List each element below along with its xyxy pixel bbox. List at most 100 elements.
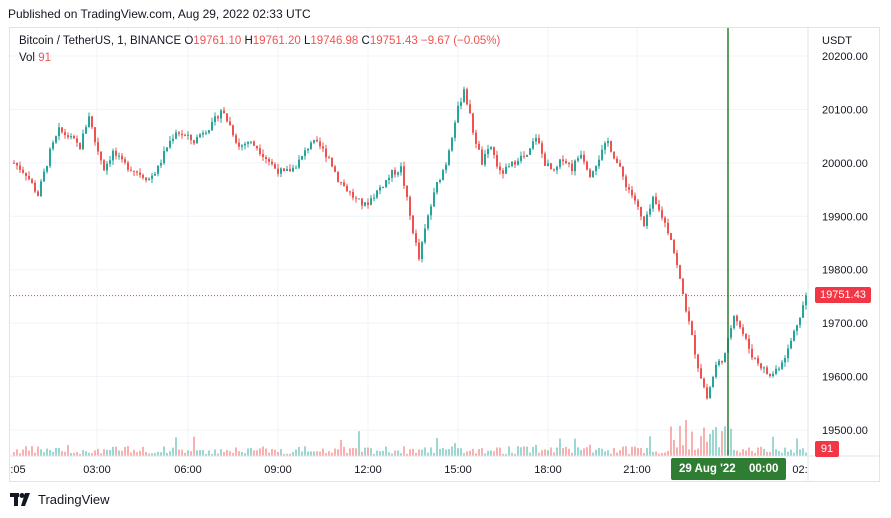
- volume-label[interactable]: Vol: [19, 52, 35, 64]
- volume-bar: [130, 452, 132, 456]
- volume-bar: [706, 441, 708, 456]
- candle-body: [730, 328, 732, 338]
- candle-body: [199, 134, 201, 138]
- candle-body: [526, 154, 528, 157]
- x-tick-label: 06:00: [174, 464, 202, 476]
- candle-body: [22, 169, 24, 173]
- candle-body: [106, 163, 108, 171]
- volume-bar: [118, 450, 120, 456]
- candle-body: [40, 181, 42, 197]
- candle-body: [652, 196, 654, 209]
- candle-body: [610, 141, 612, 152]
- candle-body: [76, 138, 78, 143]
- volume-bar: [334, 448, 336, 456]
- candle-body: [598, 159, 600, 167]
- candle-body: [181, 133, 183, 136]
- volume-bar: [73, 452, 75, 456]
- candle-body: [46, 165, 48, 172]
- volume-bar: [724, 426, 726, 456]
- candle-body: [763, 367, 765, 369]
- volume-bar: [16, 449, 18, 456]
- candle-body: [796, 325, 798, 331]
- candle-body: [439, 180, 441, 183]
- volume-bar: [325, 453, 327, 456]
- candle-body: [595, 166, 597, 172]
- volume-bar: [769, 451, 771, 456]
- volume-bar: [469, 450, 471, 456]
- candle-body: [559, 159, 561, 167]
- candle-body: [454, 122, 456, 138]
- volume-bar: [601, 448, 603, 456]
- candle-body: [232, 125, 234, 136]
- volume-bar: [403, 446, 405, 456]
- volume-bar: [43, 452, 45, 456]
- candle-body: [514, 161, 516, 165]
- candle-body: [115, 150, 117, 156]
- currency-label[interactable]: USDT: [822, 35, 852, 47]
- candle-body: [370, 198, 372, 205]
- y-tick-label: 19600.00: [822, 372, 868, 384]
- candle-body: [787, 348, 789, 359]
- symbol-label[interactable]: Bitcoin / TetherUS, 1, BINANCE: [19, 35, 182, 47]
- volume-bar: [763, 448, 765, 456]
- volume-bar: [472, 448, 474, 456]
- last-volume-badge: 91: [815, 441, 839, 457]
- candle-body: [142, 174, 144, 178]
- volume-bar: [79, 453, 81, 456]
- volume-bar: [661, 452, 663, 456]
- candle-body: [274, 164, 276, 169]
- x-tick-label: 09:00: [264, 464, 292, 476]
- candle-body: [622, 166, 624, 177]
- candle-body: [760, 363, 762, 369]
- candle-body: [655, 196, 657, 205]
- volume-bar: [364, 447, 366, 456]
- candle-body: [208, 130, 210, 133]
- volume-bar: [226, 450, 228, 456]
- volume-bar: [208, 450, 210, 456]
- volume-bar: [280, 448, 282, 456]
- volume-bar: [28, 450, 30, 456]
- candle-body: [511, 161, 513, 167]
- candle-body: [706, 387, 708, 399]
- candle-body: [505, 166, 507, 174]
- candle-body: [25, 172, 27, 176]
- volume-bar: [211, 453, 213, 456]
- volume-bar: [508, 446, 510, 456]
- grid: [10, 28, 808, 456]
- volume-bar: [778, 451, 780, 456]
- volume-bar: [394, 450, 396, 456]
- candle-body: [334, 166, 336, 172]
- candle-body: [478, 143, 480, 150]
- candle-body: [634, 195, 636, 201]
- volume-bar: [103, 449, 105, 456]
- candle-body: [265, 157, 267, 159]
- candle-body: [97, 142, 99, 152]
- candle-body: [460, 102, 462, 106]
- candle-body: [139, 172, 141, 175]
- candle-body: [751, 348, 753, 358]
- volume-bar: [463, 453, 465, 456]
- volume-bar: [148, 453, 150, 456]
- candle-body: [109, 160, 111, 164]
- volume-bar: [715, 427, 717, 456]
- candle-body: [508, 166, 510, 168]
- candle-body: [427, 215, 429, 229]
- candle-body: [583, 154, 585, 162]
- tradingview-branding[interactable]: TradingView: [10, 492, 110, 507]
- candle-body: [415, 233, 417, 243]
- candle-body: [658, 204, 660, 211]
- x-tick-label: 03:00: [83, 464, 111, 476]
- candle-body: [70, 136, 72, 138]
- volume-bar: [331, 452, 333, 456]
- volume-bar: [307, 451, 309, 456]
- candle-body: [130, 169, 132, 171]
- candle-body: [466, 89, 468, 105]
- candle-body: [100, 151, 102, 161]
- volume-bar: [517, 446, 519, 456]
- candle-body: [700, 368, 702, 379]
- volume-bar: [136, 452, 138, 456]
- volume-bar: [781, 452, 783, 456]
- candle-body: [703, 378, 705, 388]
- candle-body: [331, 157, 333, 167]
